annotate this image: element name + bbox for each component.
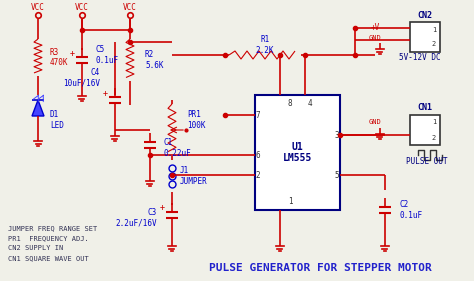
Text: 5: 5 [335, 171, 339, 180]
Polygon shape [32, 100, 44, 116]
Text: J1
JUMPER: J1 JUMPER [180, 166, 208, 186]
Text: 5V-12V DC: 5V-12V DC [399, 53, 441, 62]
Text: 1: 1 [432, 26, 436, 33]
Text: PULSE GENERATOR FOR STEPPER MOTOR: PULSE GENERATOR FOR STEPPER MOTOR [209, 263, 431, 273]
Text: VCC: VCC [123, 3, 137, 12]
Text: 2: 2 [432, 135, 436, 140]
Text: VCC: VCC [31, 3, 45, 12]
Text: 2: 2 [255, 171, 260, 180]
Text: C3
2.2uF/16V: C3 2.2uF/16V [115, 208, 157, 228]
Text: 7: 7 [255, 110, 260, 119]
Text: C4
10uF/16V: C4 10uF/16V [63, 68, 100, 88]
Text: 6: 6 [255, 151, 260, 160]
Bar [410, 115, 440, 145]
Bar [255, 95, 340, 210]
Text: PR1
100K: PR1 100K [187, 110, 206, 130]
Bar [410, 22, 440, 52]
Text: +: + [70, 49, 74, 58]
Text: 4: 4 [308, 99, 312, 108]
Text: R1
2.2K: R1 2.2K [256, 35, 274, 55]
Text: C5
0.1uF: C5 0.1uF [96, 45, 119, 65]
Text: JUMPER FREQ RANGE SET: JUMPER FREQ RANGE SET [8, 225, 97, 231]
Text: +: + [159, 203, 164, 212]
Text: R3
470K: R3 470K [50, 48, 69, 67]
Text: +V: +V [370, 24, 380, 33]
Text: 8: 8 [288, 99, 292, 108]
Text: 2: 2 [432, 42, 436, 47]
Text: R2
5.6K: R2 5.6K [145, 50, 164, 70]
Text: C1
0.22uF: C1 0.22uF [164, 138, 192, 158]
Text: CN1 SQUARE WAVE OUT: CN1 SQUARE WAVE OUT [8, 255, 89, 261]
Text: CN1: CN1 [418, 103, 432, 112]
Text: CN2 SUPPLY IN: CN2 SUPPLY IN [8, 245, 63, 251]
Text: 1: 1 [432, 119, 436, 126]
Text: 1: 1 [288, 198, 292, 207]
Text: C2
0.1uF: C2 0.1uF [400, 200, 423, 220]
Text: CN2: CN2 [418, 10, 432, 19]
Text: VCC: VCC [75, 3, 89, 12]
Text: D1
LED: D1 LED [50, 110, 64, 130]
Text: PULSE OUT: PULSE OUT [406, 157, 448, 167]
Text: GND: GND [369, 35, 382, 41]
Text: U1
LM555: U1 LM555 [283, 142, 312, 163]
Text: GND: GND [369, 119, 382, 125]
Text: +: + [102, 89, 108, 98]
Text: 3: 3 [335, 130, 339, 139]
Text: PR1  FREQUENCY ADJ.: PR1 FREQUENCY ADJ. [8, 235, 89, 241]
